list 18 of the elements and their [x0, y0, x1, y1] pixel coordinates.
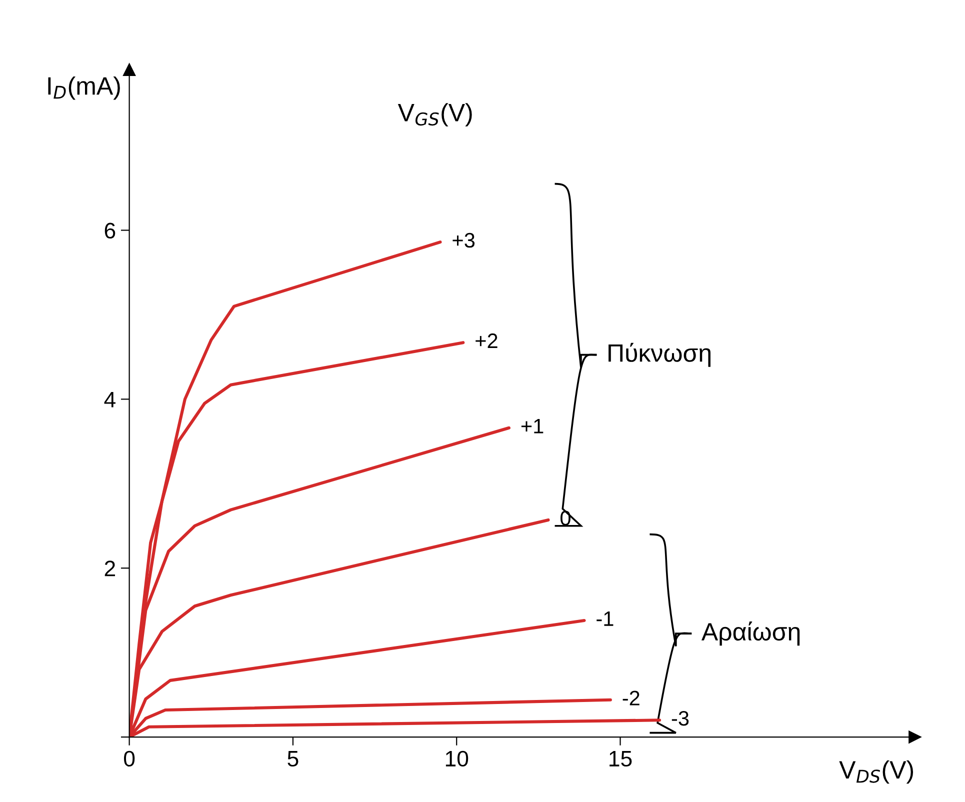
legend-title: V$_{GS}$(V): [398, 103, 472, 126]
annotation: Αραίωση: [701, 622, 800, 646]
y-tick-label: 6: [104, 222, 116, 239]
x-axis-title: V$_{DS}$(V): [839, 760, 914, 784]
y-axis-title: I$_{D}$(mA): [48, 76, 120, 100]
series-label: +3: [452, 232, 475, 248]
x-tick-label: 5: [288, 751, 298, 767]
series-label: -1: [596, 612, 614, 626]
series-label: -3: [672, 710, 689, 726]
x-tick-label: 10: [446, 750, 468, 767]
x-tick-label: 15: [610, 751, 632, 767]
series-label: -2: [622, 690, 640, 706]
annotation: Πύκνωση: [608, 342, 710, 367]
x-tick-label: 0: [124, 750, 135, 767]
y-tick-label: 4: [104, 392, 116, 408]
series-label: +2: [476, 333, 498, 348]
y-tick-label: 2: [104, 560, 115, 576]
series-label: +1: [521, 418, 544, 434]
